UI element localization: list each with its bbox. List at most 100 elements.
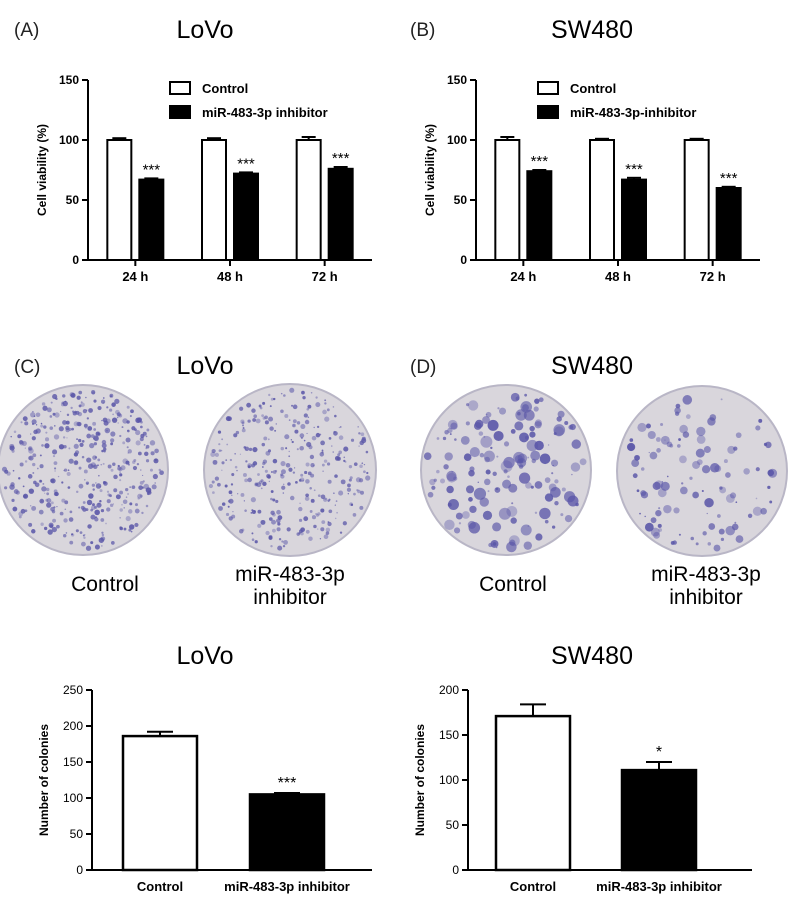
colony [260,479,264,483]
colony [735,432,742,439]
colony [263,436,268,441]
colony [294,429,299,434]
colony [544,493,554,502]
colony [490,446,493,450]
colony [632,473,638,479]
colony-chart-sw480-title: SW480 [551,642,633,670]
colony [673,507,680,514]
colony [427,491,434,498]
colony [361,462,364,465]
colony [81,541,86,547]
colony [497,407,500,410]
colony [361,436,366,441]
colony [335,500,338,502]
colony [313,426,315,429]
colony [334,504,336,506]
colony [637,422,647,433]
chart-colonies-lovo: 0 50 100 150 200 250 Number of colonies Control… [37,683,372,894]
colony [54,467,57,470]
colony [242,472,247,477]
bar [121,734,199,872]
colony [82,507,87,512]
colony [127,429,129,432]
colony [210,451,216,457]
colony [353,462,358,466]
colony [65,532,68,534]
colony [49,524,54,529]
colony [674,407,681,414]
colony [285,447,288,450]
colony [480,435,493,448]
colony [446,485,454,494]
colony [322,409,327,415]
colony [655,437,661,442]
colony [310,463,315,468]
colony [101,545,103,547]
colony [102,417,108,423]
bar [494,139,521,261]
colony [92,421,97,426]
colony [701,465,711,474]
colony [12,469,15,472]
colony [696,426,706,437]
colony [664,439,666,441]
colony [90,541,94,545]
colony [90,390,96,395]
colony [95,482,97,484]
colony [139,437,144,442]
colony [342,521,347,526]
colony [146,428,150,432]
colony [247,419,251,423]
colony [89,443,95,449]
colony [571,439,582,449]
colony [212,459,218,465]
colony [264,415,268,420]
colony [1,466,8,472]
colony [551,459,559,467]
colony [248,447,253,452]
colony [131,485,136,490]
colony [436,437,440,440]
colony [63,534,67,538]
colony [54,425,56,427]
colony [282,544,286,548]
colony [535,533,543,541]
colony [85,396,87,399]
x-tick-label: 72 h [312,269,338,284]
colony [59,511,64,516]
colony [539,453,551,465]
legend-label: Control [202,81,248,96]
colony [359,464,363,469]
colony [483,450,495,462]
y-tick-label: 200 [439,683,459,697]
colony [323,459,328,463]
colony [554,500,559,506]
colony [13,430,17,434]
colony [260,519,266,525]
colony [299,445,304,451]
colony [252,461,258,466]
colony [323,534,329,540]
colony [32,462,36,467]
colony [655,509,662,517]
colony [463,453,472,462]
colony [579,458,587,466]
colony [268,480,271,483]
colony [551,525,556,529]
colony [221,502,226,506]
colony [309,510,313,513]
colony [86,482,89,485]
colony [520,401,533,413]
colony [735,501,738,504]
colony [530,450,541,461]
colony [657,523,662,528]
colony [159,470,164,476]
colony [102,462,105,465]
colony [538,397,544,403]
colony [39,454,42,457]
colony [283,394,286,397]
colony [233,433,238,438]
colony [271,519,276,525]
colony [41,486,47,492]
colony [101,533,105,537]
